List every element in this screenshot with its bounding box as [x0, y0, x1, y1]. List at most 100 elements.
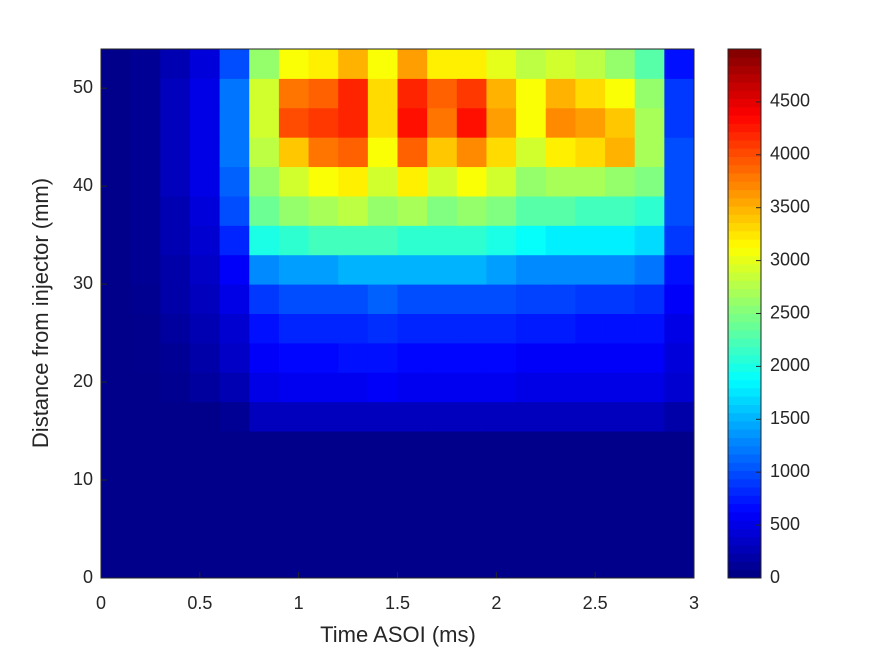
heatmap-cell	[486, 78, 517, 109]
heatmap-cell	[397, 284, 428, 314]
heatmap-cell	[397, 342, 428, 373]
heatmap-cell	[575, 460, 606, 491]
heatmap-cell	[664, 284, 695, 314]
colorbar-tick-label: 2500	[770, 302, 810, 322]
heatmap-cell	[634, 431, 665, 461]
heatmap-cell	[338, 342, 369, 373]
heatmap-cell	[486, 49, 517, 79]
heatmap-cell	[516, 49, 547, 79]
heatmap-cell	[189, 254, 221, 285]
heatmap-cell	[634, 137, 665, 168]
colorbar-band	[728, 305, 761, 314]
heatmap-cell	[160, 489, 191, 520]
heatmap-cell	[308, 166, 339, 197]
heatmap-cell	[664, 401, 695, 432]
colorbar-band	[728, 230, 761, 240]
colorbar-band	[728, 296, 761, 306]
colorbar-band	[728, 247, 761, 257]
heatmap-cell	[397, 107, 428, 138]
heatmap-cell	[249, 372, 280, 403]
heatmap-cell	[634, 49, 665, 79]
heatmap-cell	[130, 254, 161, 285]
heatmap-cell	[278, 342, 310, 373]
colorbar-band	[728, 404, 761, 414]
heatmap-cell	[516, 284, 547, 314]
y-tick-label: 40	[73, 175, 93, 195]
heatmap-cell	[545, 78, 576, 109]
heatmap-cell	[545, 137, 576, 168]
colorbar-band	[728, 288, 761, 298]
heatmap-cell	[367, 372, 398, 403]
heatmap-cell	[338, 78, 369, 109]
heatmap-cell	[634, 401, 665, 432]
heatmap-cell	[634, 548, 665, 579]
heatmap-cell	[338, 401, 369, 432]
heatmap-cell	[249, 137, 280, 168]
heatmap-cell	[516, 342, 547, 373]
colorbar-band	[728, 445, 761, 455]
heatmap-cell	[664, 137, 695, 168]
heatmap-cell	[575, 342, 606, 373]
heatmap-cell	[338, 254, 369, 285]
heatmap-cell	[219, 431, 250, 461]
heatmap-cell	[634, 460, 665, 491]
y-axis-label: Distance from injector (mm)	[28, 178, 53, 448]
heatmap-cell	[575, 137, 606, 168]
colorbar-band	[728, 272, 761, 281]
heatmap-cell	[367, 225, 398, 256]
heatmap-cell	[456, 107, 487, 138]
heatmap-cell	[189, 489, 221, 520]
heatmap-cell	[338, 489, 369, 520]
heatmap-cell	[456, 313, 487, 344]
heatmap-cell	[338, 195, 369, 226]
heatmap-cell	[397, 254, 428, 285]
heatmap-cell	[278, 401, 310, 432]
heatmap-cell	[130, 225, 161, 256]
heatmap-cell	[338, 313, 369, 344]
heatmap-cell	[427, 401, 458, 432]
heatmap-cell	[130, 342, 161, 373]
heatmap-cell	[101, 78, 132, 109]
heatmap-cell	[278, 49, 310, 79]
heatmap-cell	[456, 225, 487, 256]
heatmap-cell	[101, 195, 132, 226]
heatmap-cell	[160, 107, 191, 138]
heatmap-cell	[278, 254, 310, 285]
heatmap-cell	[605, 166, 636, 197]
heatmap-cell	[367, 49, 398, 79]
heatmap-cell	[101, 401, 132, 432]
heatmap-cell	[367, 166, 398, 197]
colorbar-band	[728, 503, 761, 513]
colorbar-band	[728, 528, 761, 538]
heatmap-cell	[486, 166, 517, 197]
heatmap-cell	[456, 254, 487, 285]
heatmap-cell	[486, 313, 517, 344]
heatmap-cell	[367, 137, 398, 168]
colorbar-band	[728, 371, 761, 381]
heatmap-cell	[427, 313, 458, 344]
x-tick-label: 0	[96, 593, 106, 613]
heatmap-cell	[189, 137, 221, 168]
heatmap-cell	[456, 284, 487, 314]
heatmap-cell	[130, 284, 161, 314]
heatmap-cell	[664, 166, 695, 197]
heatmap-cell	[605, 107, 636, 138]
colorbar-band	[728, 437, 761, 447]
heatmap-cell	[634, 313, 665, 344]
heatmap-cell	[486, 460, 517, 491]
heatmap-cell	[249, 489, 280, 520]
heatmap-cell	[278, 137, 310, 168]
heatmap-cell	[486, 372, 517, 403]
heatmap-cell	[397, 225, 428, 256]
colorbar-band	[728, 462, 761, 472]
colorbar-band	[728, 98, 761, 108]
y-tick-label: 10	[73, 469, 93, 489]
heatmap-cell	[367, 401, 398, 432]
y-tick-label: 30	[73, 273, 93, 293]
colorbar-band	[728, 553, 761, 562]
heatmap-cell	[308, 372, 339, 403]
heatmap-cell	[397, 548, 428, 579]
heatmap-cell	[130, 78, 161, 109]
